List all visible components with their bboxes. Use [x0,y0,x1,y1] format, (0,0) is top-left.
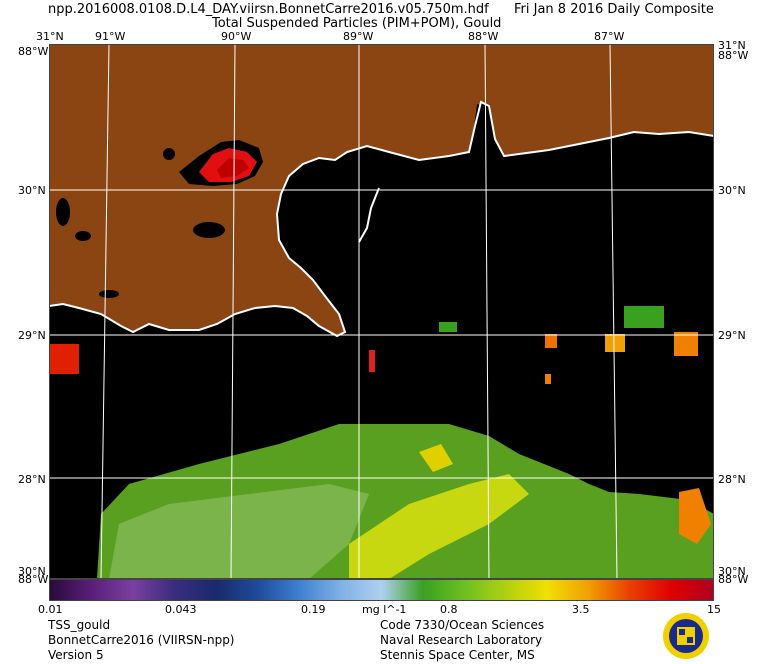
corner-lon-bottom-left: 88°W [18,573,49,586]
footer-org-name: Naval Research Laboratory [380,633,543,647]
graticule [49,44,714,579]
footer-version: Version 5 [48,648,104,662]
footer-dataset: BonnetCarre2016 (VIIRSN-npp) [48,633,235,647]
inland-lake [75,231,91,241]
turbidity-bright [419,444,453,472]
lon-label-89w: 89°W [343,30,374,43]
lon-label-91w: 91°W [95,30,126,43]
lat-label-29n-left: 29°N [18,329,46,342]
inland-lake [193,222,225,238]
colorbar-tick: 0.043 [165,603,197,616]
chandeleur-islands [358,187,380,243]
plume-spot [369,350,375,372]
corner-lat-bottom-right: 30°N [718,565,746,578]
turbidity-core-light [109,484,369,579]
colorbar-tick: 15 [707,603,721,616]
lon-label-90w: 90°W [221,30,252,43]
colorbar [49,579,714,601]
land-mass [49,44,714,336]
footer-product-code: TSS_gould [48,618,111,632]
file-name: npp.2016008.0108.D.L4_DAY.viirsn.BonnetC… [48,2,489,17]
footer-org-location: Stennis Space Center, MS [380,648,535,662]
satellite-map [49,44,714,579]
corner-lon-bottom-right: 88°W [718,573,749,586]
offshore-patches [439,306,698,384]
nrl-seal-logo [663,613,709,659]
inland-lake [163,148,175,160]
footer-org-code: Code 7330/Ocean Sciences [380,618,545,632]
lat-label-30n-left: 30°N [18,184,46,197]
lon-label-88w: 88°W [468,30,499,43]
map-frame [49,44,714,579]
coastal-plume-west [49,344,79,374]
colorbar-units: mg l^-1 [362,603,407,616]
colorbar-tick: 3.5 [572,603,590,616]
turbidity-yellow-band [349,474,529,579]
lat-label-30n-right: 30°N [718,184,746,197]
lon-label-87w: 87°W [594,30,625,43]
lat-label-29n-right: 29°N [718,329,746,342]
colorbar-tick: 0.19 [301,603,326,616]
lat-label-28n-left: 28°N [18,473,46,486]
lake-plume-core [217,158,249,178]
corner-lat-top-right: 31°N [718,39,746,52]
corner-lon-top-left: 88°W [18,45,49,58]
turbidity-orange-patch [679,488,711,544]
lat-label-28n-right: 28°N [718,473,746,486]
composite-date: Fri Jan 8 2016 Daily Composite [514,2,714,17]
product-title: Total Suspended Particles (PIM+POM), Gou… [212,16,502,31]
corner-lat-bottom-left: 30°N [18,565,46,578]
coastline [49,100,714,338]
inland-lake [56,198,70,226]
colorbar-tick: 0.01 [38,603,63,616]
colorbar-tick: 0.8 [440,603,458,616]
inland-lake [99,290,119,298]
corner-lat-top-left: 31°N [36,30,64,43]
corner-lon-top-right: 88°W [718,49,749,62]
